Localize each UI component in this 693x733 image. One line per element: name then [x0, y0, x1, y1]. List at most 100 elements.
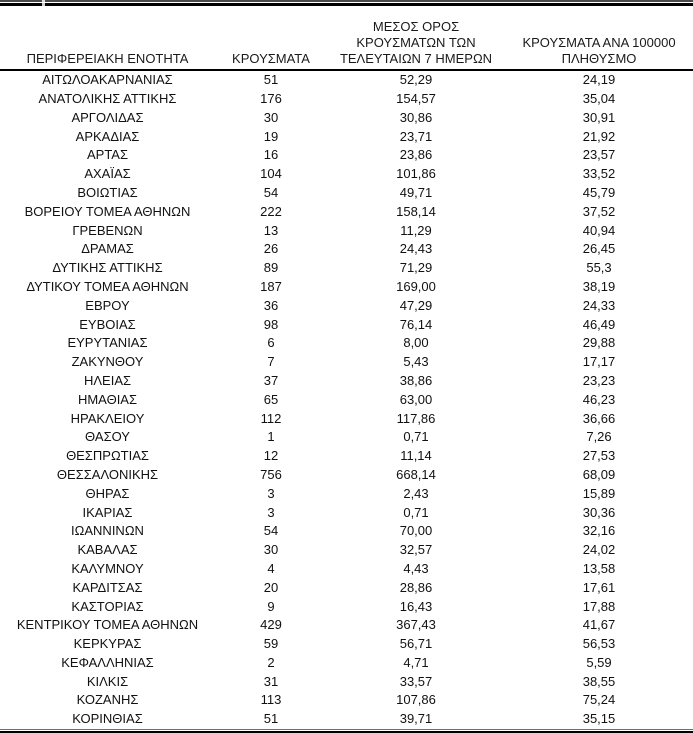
- cell-region-name: ΔΡΑΜΑΣ: [81, 241, 134, 257]
- cell-per100k: 40,94: [582, 222, 616, 238]
- cell-avg7days: 4,71: [403, 654, 429, 670]
- cell-avg7days: 47,29: [399, 297, 433, 313]
- cell-cases: 7: [267, 354, 275, 370]
- cell-cases: 54: [263, 184, 279, 200]
- table-row: ΑΝΑΤΟΛΙΚΗΣ ΑΤΤΙΚΗΣ 176 154,57 35,04: [0, 90, 693, 109]
- column-header-cases-label: ΚΡΟΥΣΜΑΤΑ: [232, 51, 310, 66]
- table-row: ΚΑΣΤΟΡΙΑΣ 9 16,43 17,88: [0, 598, 693, 617]
- cell-region-name: ΑΙΤΩΛΟΑΚΑΡΝΑΝΙΑΣ: [42, 72, 173, 88]
- table-bottom-border: [0, 728, 693, 733]
- cell-region-name: ΚΑΣΤΟΡΙΑΣ: [71, 598, 144, 614]
- cell-region-name: ΔΥΤΙΚΟΥ ΤΟΜΕΑ ΑΘΗΝΩΝ: [26, 278, 189, 294]
- table-row: ΒΟΙΩΤΙΑΣ 54 49,71 45,79: [0, 184, 693, 203]
- cell-region-name: ΚΟΖΑΝΗΣ: [76, 692, 139, 708]
- cell-per100k: 29,88: [582, 335, 616, 351]
- top-border-gap: [42, 0, 45, 6]
- cell-region-name: ΔΥΤΙΚΗΣ ΑΤΤΙΚΗΣ: [52, 260, 163, 276]
- cell-region-name: ΕΥΒΟΙΑΣ: [79, 316, 136, 332]
- table-row: ΘΕΣΠΡΩΤΙΑΣ 12 11,14 27,53: [0, 447, 693, 466]
- cell-cases: 98: [263, 316, 279, 332]
- cell-avg7days: 23,71: [399, 128, 433, 144]
- column-header-avg7days-line3: ΤΕΛΕΥΤΑΙΩΝ 7 ΗΜΕΡΩΝ: [339, 51, 493, 66]
- cell-avg7days: 32,57: [399, 542, 433, 558]
- cell-cases: 30: [263, 109, 279, 125]
- cell-avg7days: 63,00: [399, 391, 433, 407]
- table-row: ΗΛΕΙΑΣ 37 38,86 23,23: [0, 372, 693, 391]
- cell-avg7days: 101,86: [396, 166, 436, 182]
- table-row: ΘΑΣΟΥ 1 0,71 7,26: [0, 428, 693, 447]
- cell-region-name: ΖΑΚΥΝΘΟΥ: [71, 354, 144, 370]
- cell-region-name: ΙΩΑΝΝΙΝΩΝ: [71, 523, 144, 539]
- cell-region-name: ΘΑΣΟΥ: [85, 429, 130, 445]
- cell-avg7days: 33,57: [399, 673, 433, 689]
- cell-region-name: ΗΡΑΚΛΕΙΟΥ: [70, 410, 145, 426]
- cell-region-name: ΚΕΝΤΡΙΚΟΥ ΤΟΜΕΑ ΑΘΗΝΩΝ: [16, 617, 199, 633]
- column-header-per100k: ΚΡΟΥΣΜΑΤΑ ΑΝΑ 100000 ΠΛΗΘΥΣΜΟ: [505, 35, 693, 67]
- cell-cases: 2: [267, 654, 275, 670]
- table-row: ΘΗΡΑΣ 3 2,43 15,89: [0, 485, 693, 504]
- table-top-border: [0, 0, 693, 6]
- cell-per100k: 33,52: [582, 166, 616, 182]
- table-row: ΙΚΑΡΙΑΣ 3 0,71 30,36: [0, 504, 693, 523]
- cell-per100k: 5,59: [586, 654, 612, 670]
- cell-per100k: 75,24: [582, 692, 616, 708]
- table-row: ΚΕΦΑΛΛΗΝΙΑΣ 2 4,71 5,59: [0, 654, 693, 673]
- cell-avg7days: 56,71: [399, 636, 433, 652]
- cell-per100k: 17,88: [582, 598, 616, 614]
- cell-cases: 104: [260, 166, 282, 182]
- cell-cases: 222: [260, 203, 282, 219]
- table-row: ΔΡΑΜΑΣ 26 24,43 26,45: [0, 240, 693, 259]
- table-row: ΑΡΤΑΣ 16 23,86 23,57: [0, 146, 693, 165]
- cell-per100k: 24,02: [582, 542, 616, 558]
- cell-cases: 13: [263, 222, 279, 238]
- cell-avg7days: 71,29: [399, 260, 433, 276]
- cell-region-name: ΘΕΣΠΡΩΤΙΑΣ: [66, 448, 149, 464]
- cell-per100k: 26,45: [582, 241, 616, 257]
- top-border-thick-line: [0, 3, 693, 6]
- cell-per100k: 46,23: [582, 391, 616, 407]
- cell-region-name: ΚΑΡΔΙΤΣΑΣ: [72, 579, 143, 595]
- cell-cases: 429: [260, 617, 282, 633]
- cell-avg7days: 38,86: [399, 372, 433, 388]
- cell-region-name: ΑΡΓΟΛΙΔΑΣ: [71, 109, 144, 125]
- cell-avg7days: 39,71: [399, 711, 433, 727]
- cell-cases: 37: [263, 372, 279, 388]
- cell-region-name: ΘΕΣΣΑΛΟΝΙΚΗΣ: [56, 466, 159, 482]
- cell-cases: 16: [263, 147, 279, 163]
- header-underline: [0, 69, 693, 72]
- table-row: ΗΜΑΘΙΑΣ 65 63,00 46,23: [0, 391, 693, 410]
- table-row: ΓΡΕΒΕΝΩΝ 13 11,29 40,94: [0, 222, 693, 241]
- cell-per100k: 38,19: [582, 278, 616, 294]
- column-header-cases: ΚΡΟΥΣΜΑΤΑ: [215, 51, 327, 67]
- cell-region-name: ΚΑΒΑΛΑΣ: [77, 542, 138, 558]
- cell-per100k: 21,92: [582, 128, 616, 144]
- column-header-region-label: ΠΕΡΙΦΕΡΕΙΑΚΗ ΕΝΟΤΗΤΑ: [26, 51, 189, 66]
- table-row: ΔΥΤΙΚΗΣ ΑΤΤΙΚΗΣ 89 71,29 55,3: [0, 259, 693, 278]
- cell-region-name: ΑΧΑΪΑΣ: [84, 166, 131, 182]
- cell-avg7days: 169,00: [396, 278, 436, 294]
- table-row: ΔΥΤΙΚΟΥ ΤΟΜΕΑ ΑΘΗΝΩΝ 187 169,00 38,19: [0, 278, 693, 297]
- cell-avg7days: 24,43: [399, 241, 433, 257]
- cell-per100k: 37,52: [582, 203, 616, 219]
- cell-cases: 26: [263, 241, 279, 257]
- cell-avg7days: 11,14: [400, 448, 432, 464]
- cell-cases: 12: [263, 448, 279, 464]
- cell-avg7days: 11,29: [400, 222, 432, 238]
- cell-per100k: 24,33: [582, 297, 616, 313]
- cell-cases: 187: [260, 278, 282, 294]
- cell-cases: 20: [263, 579, 279, 595]
- cell-avg7days: 23,86: [399, 147, 433, 163]
- table-row: ΚΑΡΔΙΤΣΑΣ 20 28,86 17,61: [0, 579, 693, 598]
- cell-region-name: ΚΑΛΥΜΝΟΥ: [71, 560, 144, 576]
- table-row: ΑΡΓΟΛΙΔΑΣ 30 30,86 30,91: [0, 109, 693, 128]
- table-row: ΗΡΑΚΛΕΙΟΥ 112 117,86 36,66: [0, 410, 693, 429]
- cell-avg7days: 367,43: [396, 617, 436, 633]
- table-row: ΚΕΝΤΡΙΚΟΥ ΤΟΜΕΑ ΑΘΗΝΩΝ 429 367,43 41,67: [0, 616, 693, 635]
- cell-avg7days: 16,43: [399, 598, 433, 614]
- cell-per100k: 38,55: [582, 673, 616, 689]
- top-border-thin-line: [0, 0, 693, 2]
- cell-cases: 54: [263, 523, 279, 539]
- cell-region-name: ΗΜΑΘΙΑΣ: [77, 391, 138, 407]
- cell-cases: 3: [267, 485, 275, 501]
